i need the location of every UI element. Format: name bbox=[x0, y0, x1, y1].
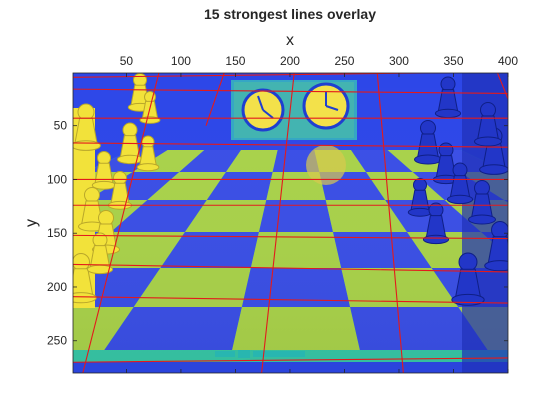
yellow-pawn-icon bbox=[86, 232, 114, 275]
detected-line-4 bbox=[73, 142, 508, 148]
y-tick-label: 50 bbox=[54, 119, 68, 133]
blue-pawn-icon bbox=[446, 162, 474, 205]
yellow-pawn-icon bbox=[91, 151, 117, 190]
detected-lines bbox=[73, 73, 508, 373]
detected-line-8 bbox=[73, 263, 508, 273]
x-axis-ticks: 50 100 150 200 250 300 350 400 bbox=[120, 54, 518, 373]
chart-title: 15 strongest lines overlay bbox=[204, 6, 376, 22]
blue-pawn-icon bbox=[434, 76, 462, 119]
blue-pawn-icon bbox=[422, 202, 450, 245]
blue-pawn-icon bbox=[479, 127, 508, 175]
detected-line-11 bbox=[82, 73, 160, 373]
x-tick-label: 350 bbox=[443, 54, 463, 68]
board-square bbox=[555, 232, 560, 268]
x-tick-label: 200 bbox=[280, 54, 300, 68]
x-tick-label: 50 bbox=[120, 54, 134, 68]
axes-box bbox=[72, 72, 509, 374]
yellow-pieces bbox=[73, 73, 161, 308]
detected-line-2 bbox=[73, 88, 508, 94]
y-tick-label: 200 bbox=[47, 280, 67, 294]
x-axis-label: x bbox=[286, 32, 294, 49]
board-square bbox=[522, 268, 560, 307]
detected-line-1 bbox=[73, 73, 466, 78]
detected-line-14 bbox=[376, 73, 404, 373]
y-tick-label: 100 bbox=[47, 172, 67, 186]
blue-pawn-icon bbox=[474, 102, 502, 147]
detected-line-15 bbox=[496, 73, 508, 100]
yellow-pawn-icon bbox=[136, 135, 160, 172]
board-lettering-logo bbox=[215, 350, 305, 358]
detected-line-10 bbox=[73, 357, 508, 363]
y-tick-label: 250 bbox=[47, 334, 67, 348]
blue-pawn-icon bbox=[484, 221, 508, 272]
detected-line-12 bbox=[205, 73, 225, 126]
blue-pieces bbox=[407, 73, 508, 373]
x-tick-label: 100 bbox=[171, 54, 191, 68]
x-tick-label: 400 bbox=[498, 54, 518, 68]
detected-line-13 bbox=[261, 73, 295, 373]
board-square bbox=[0, 232, 37, 268]
detected-line-7 bbox=[73, 234, 508, 240]
yellow-pawn-icon bbox=[116, 122, 144, 165]
detected-line-9 bbox=[73, 296, 508, 304]
y-tick-label: 150 bbox=[47, 226, 67, 240]
image-area bbox=[0, 73, 560, 373]
yellow-pawn-icon bbox=[73, 253, 97, 304]
y-axis-ticks: 50 100 150 200 250 bbox=[47, 119, 508, 348]
yellow-pawn-icon bbox=[78, 187, 106, 232]
blue-pawn-icon bbox=[468, 180, 496, 225]
x-tick-label: 150 bbox=[225, 54, 245, 68]
y-axis-label: y bbox=[23, 219, 40, 227]
x-tick-label: 300 bbox=[389, 54, 409, 68]
board-square bbox=[504, 200, 508, 203]
x-tick-label: 250 bbox=[334, 54, 354, 68]
board-square bbox=[0, 307, 26, 350]
